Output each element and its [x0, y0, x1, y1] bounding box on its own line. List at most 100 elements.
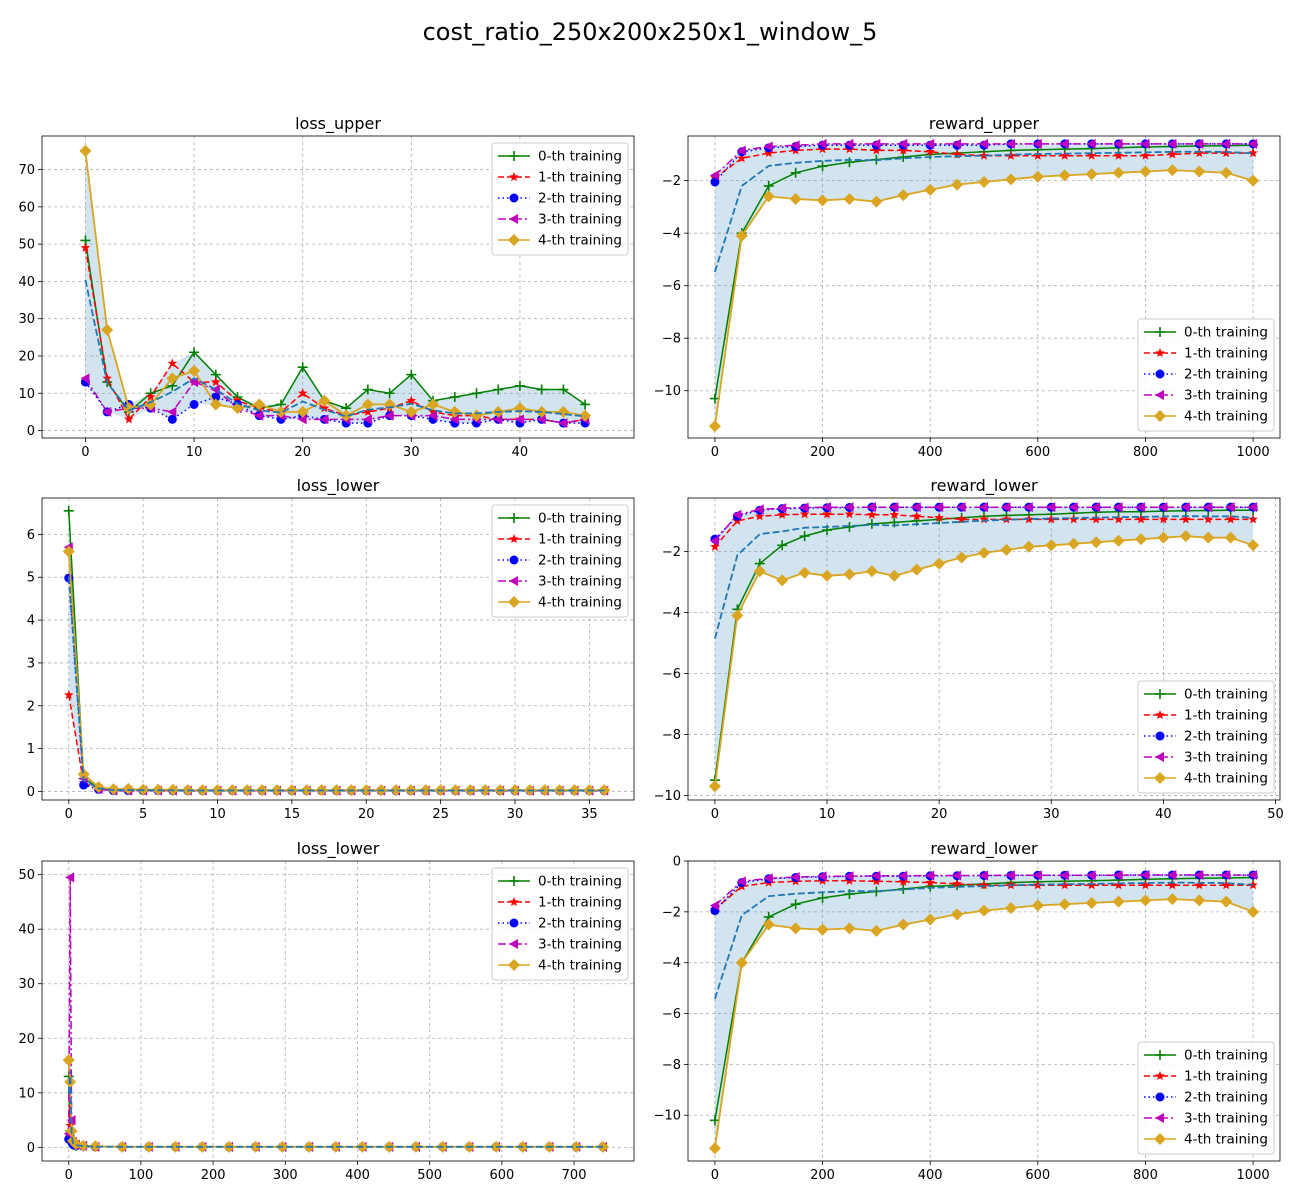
legend-marker	[508, 234, 520, 246]
data-point	[211, 392, 221, 402]
data-point	[1193, 894, 1206, 907]
data-point	[145, 392, 156, 401]
data-point	[79, 144, 92, 157]
x-tick-label: 0	[711, 445, 719, 460]
legend-label: 2-th training	[538, 553, 622, 569]
data-point	[736, 145, 746, 156]
x-tick-label: 15	[284, 807, 301, 822]
x-tick-label: 20	[294, 445, 311, 460]
legend-label: 2-th training	[538, 916, 622, 932]
data-point	[166, 372, 179, 385]
axes-frame	[687, 860, 1281, 1162]
data-point	[189, 399, 199, 409]
data-point	[790, 140, 800, 151]
data-point	[1158, 514, 1169, 524]
y-tick-label: 50	[18, 868, 35, 883]
data-point	[536, 384, 547, 395]
data-point	[1181, 514, 1191, 524]
data-point	[870, 924, 883, 937]
x-tick-label: 200	[201, 1168, 226, 1183]
data-point	[448, 405, 461, 418]
y-tick-label: 0	[27, 1141, 35, 1156]
legend-label: 0-th training	[1184, 687, 1268, 703]
y-tick-label: −8	[662, 332, 681, 347]
data-point	[405, 405, 418, 418]
data-point	[978, 546, 990, 559]
axes-frame	[41, 497, 635, 801]
data-point	[789, 193, 802, 206]
data-point	[1247, 905, 1260, 918]
legend-marker	[1155, 327, 1165, 337]
data-point	[102, 373, 112, 383]
data-point	[955, 551, 968, 564]
legend-marker	[1155, 348, 1165, 357]
data-point	[710, 541, 720, 551]
legend-label: 3-th training	[1184, 388, 1268, 404]
data-point	[867, 509, 877, 519]
data-point	[866, 502, 876, 513]
data-point	[1113, 150, 1124, 160]
data-point	[1158, 502, 1168, 513]
data-point	[1140, 880, 1151, 890]
y-tick-label: −6	[662, 279, 681, 294]
mean-line	[714, 881, 1254, 1000]
data-point	[889, 502, 899, 513]
data-point	[1139, 165, 1152, 178]
legend-marker	[1155, 710, 1165, 719]
data-point	[1001, 502, 1011, 513]
y-tick-label: 6	[27, 528, 35, 543]
data-point	[844, 157, 855, 168]
data-point	[1045, 539, 1058, 552]
data-point	[1032, 138, 1042, 149]
data-point	[1248, 869, 1258, 880]
data-point	[871, 138, 881, 149]
mean-line	[67, 1070, 603, 1148]
data-point	[296, 405, 309, 418]
data-point	[1023, 502, 1033, 513]
legend-label: 0-th training	[538, 149, 622, 165]
axes-frame	[687, 135, 1281, 439]
legend-marker	[1155, 369, 1165, 379]
data-point	[1005, 870, 1015, 881]
legend-marker	[509, 939, 518, 949]
data-point	[63, 505, 74, 516]
subplot-title: loss_lower	[297, 476, 380, 496]
data-point	[951, 178, 964, 191]
data-point	[762, 190, 775, 203]
y-tick-label: 3	[27, 656, 35, 671]
data-point	[817, 161, 828, 172]
y-tick-label: 0	[27, 785, 35, 800]
data-point	[708, 780, 721, 793]
x-tick-label: 20	[358, 807, 375, 822]
data-point	[297, 414, 307, 425]
data-point	[790, 167, 801, 178]
data-point	[735, 956, 748, 969]
figure-title: cost_ratio_250x200x250x1_window_5	[422, 18, 878, 46]
x-tick-label: 10	[186, 445, 203, 460]
y-tick-label: −4	[662, 227, 681, 242]
legend-marker	[509, 918, 519, 928]
x-tick-label: 500	[417, 1168, 442, 1183]
data-point	[799, 502, 809, 513]
subplot-4: 0 10 20 30 40 50 −10 −8 −6 −4 −2 reward_lower 0-th t…	[654, 476, 1284, 822]
plot-content	[62, 872, 609, 1153]
data-point	[427, 398, 440, 411]
subplot-title: loss_lower	[297, 839, 380, 859]
x-tick-label: 600	[1025, 445, 1050, 460]
data-point	[1113, 870, 1123, 881]
legend-marker	[509, 214, 518, 224]
data-point	[898, 138, 908, 149]
data-point	[1031, 170, 1044, 183]
data-point	[1157, 531, 1170, 544]
subplot-3: 0 5 10 15 20 25 30 35 0 1 2 3 4 5 6 loss_lower 0-th trai…	[27, 476, 635, 822]
x-tick-label: 30	[1043, 807, 1060, 822]
y-tick-label: 0	[673, 855, 681, 870]
data-point	[568, 784, 581, 797]
x-tick-label: 0	[65, 807, 73, 822]
data-point	[1140, 138, 1150, 149]
legend-label: 2-th training	[1184, 1090, 1268, 1106]
data-point	[580, 399, 591, 410]
y-tick-label: −4	[662, 956, 681, 971]
x-tick-label: 10	[819, 807, 836, 822]
spread-band	[714, 875, 1254, 1149]
